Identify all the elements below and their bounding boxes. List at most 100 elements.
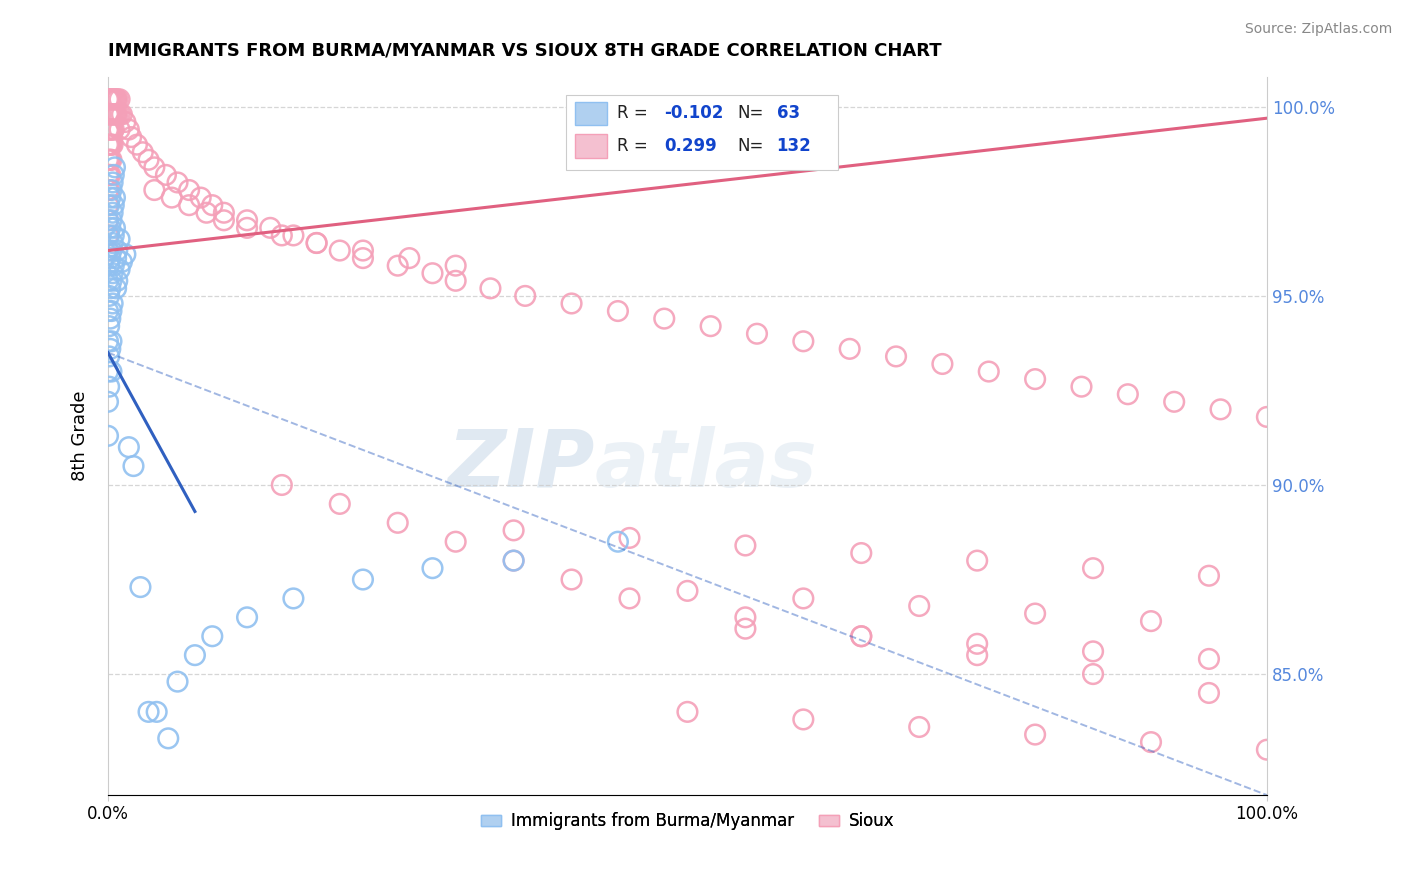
Point	[105, 251, 128, 265]
Point	[143, 161, 166, 175]
Point	[98, 379, 121, 393]
Point	[851, 546, 873, 560]
Point	[236, 213, 259, 227]
Point	[1256, 742, 1278, 756]
Point	[502, 553, 524, 567]
Point	[502, 553, 524, 567]
Point	[101, 122, 124, 136]
Point	[138, 705, 160, 719]
Point	[100, 304, 122, 318]
Point	[1024, 727, 1046, 741]
Point	[103, 92, 125, 106]
Point	[98, 183, 121, 197]
Point	[104, 220, 127, 235]
Point	[305, 235, 328, 250]
Point	[966, 553, 988, 567]
Point	[160, 191, 183, 205]
Point	[100, 213, 122, 227]
Point	[143, 183, 166, 197]
Point	[179, 183, 201, 197]
Point	[931, 357, 953, 371]
Point	[734, 622, 756, 636]
Point	[114, 247, 136, 261]
Text: Source: ZipAtlas.com: Source: ZipAtlas.com	[1244, 22, 1392, 37]
Point	[236, 610, 259, 624]
Point	[101, 266, 124, 280]
Point	[619, 531, 641, 545]
Point	[98, 259, 121, 273]
Point	[101, 176, 124, 190]
Point	[387, 516, 409, 530]
Point	[101, 205, 124, 219]
Point	[98, 281, 121, 295]
Point	[184, 648, 207, 662]
Text: IMMIGRANTS FROM BURMA/MYANMAR VS SIOUX 8TH GRADE CORRELATION CHART: IMMIGRANTS FROM BURMA/MYANMAR VS SIOUX 8…	[108, 42, 942, 60]
Point	[100, 274, 122, 288]
Point	[908, 720, 931, 734]
Point	[100, 244, 122, 258]
Point	[792, 334, 814, 349]
Point	[98, 122, 121, 136]
Point	[103, 107, 125, 121]
Point	[98, 153, 121, 167]
Point	[259, 220, 281, 235]
Point	[138, 153, 160, 167]
Point	[118, 440, 141, 454]
Point	[851, 629, 873, 643]
Point	[98, 107, 121, 121]
Point	[98, 122, 121, 136]
Point	[105, 244, 128, 258]
Point	[734, 610, 756, 624]
Point	[977, 365, 1000, 379]
Point	[1256, 409, 1278, 424]
Point	[422, 266, 444, 280]
Point	[515, 289, 537, 303]
Point	[195, 205, 218, 219]
Point	[101, 296, 124, 310]
Point	[97, 92, 120, 106]
Point	[145, 705, 167, 719]
Text: -0.102: -0.102	[664, 104, 724, 122]
Point	[108, 107, 131, 121]
Legend: Immigrants from Burma/Myanmar, Sioux: Immigrants from Burma/Myanmar, Sioux	[474, 805, 901, 837]
Point	[97, 198, 120, 212]
Point	[98, 228, 121, 243]
Point	[105, 107, 128, 121]
Point	[283, 228, 305, 243]
Point	[444, 274, 467, 288]
Point	[98, 168, 121, 182]
Point	[97, 153, 120, 167]
Point	[98, 289, 121, 303]
Point	[98, 220, 121, 235]
Point	[166, 674, 188, 689]
Point	[98, 107, 121, 121]
Point	[201, 629, 224, 643]
FancyBboxPatch shape	[565, 95, 838, 170]
Point	[1198, 686, 1220, 700]
Point	[270, 478, 292, 492]
Point	[352, 573, 374, 587]
Point	[97, 244, 120, 258]
Point	[97, 122, 120, 136]
Point	[676, 705, 699, 719]
Text: 0.299: 0.299	[664, 137, 717, 155]
Point	[212, 213, 235, 227]
Point	[1081, 667, 1104, 681]
Point	[114, 115, 136, 129]
Point	[97, 228, 120, 243]
Text: R =: R =	[617, 137, 648, 155]
Point	[111, 107, 134, 121]
Text: 63: 63	[776, 104, 800, 122]
Point	[105, 92, 128, 106]
Point	[105, 92, 128, 106]
Point	[1024, 372, 1046, 386]
Point	[98, 319, 121, 334]
Point	[100, 92, 122, 106]
Point	[104, 191, 127, 205]
Point	[422, 561, 444, 575]
Point	[100, 137, 122, 152]
Point	[105, 281, 128, 295]
Point	[884, 350, 907, 364]
Point	[606, 304, 628, 318]
Point	[97, 168, 120, 182]
